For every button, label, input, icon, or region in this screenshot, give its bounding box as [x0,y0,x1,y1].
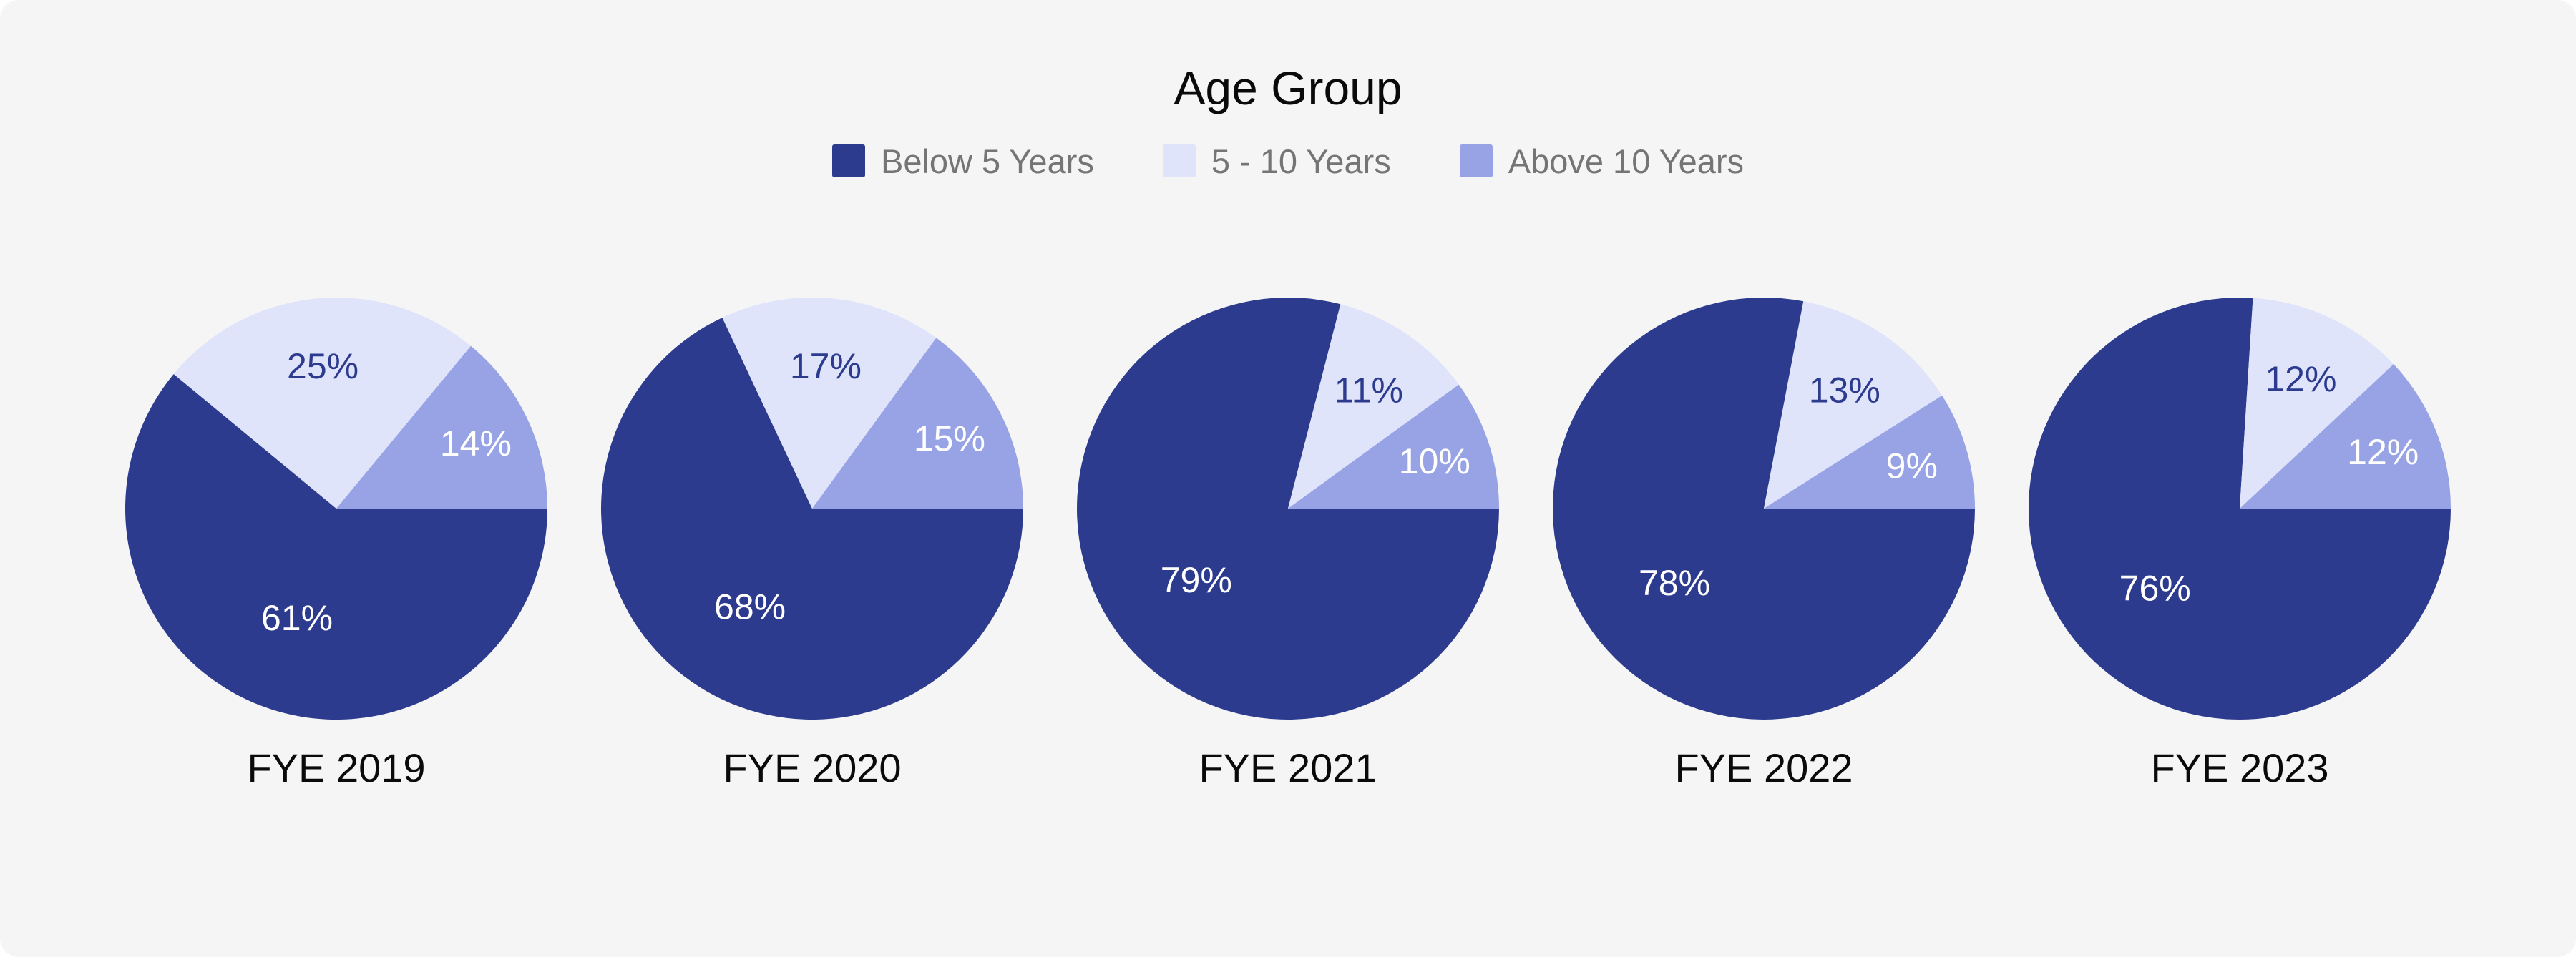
pie-svg-fye-2019: 61% 25% 14% [125,297,547,720]
pie-svg-fye-2022: 78% 13%9% [1553,297,1975,720]
slice-percentage-label: 25% [287,346,358,386]
pie-slice-5-10-years[interactable] [1764,301,1943,509]
pie-chart-fye-2022: 78% 13% 9% FYE 2022 [1549,294,1979,791]
pie-slice-below-5-years[interactable] [601,317,1023,720]
pie-caption-fye-2023: FYE 2023 [2150,745,2329,790]
slice-percentage-label: 15% [914,419,985,459]
pie-slice-above-10-years[interactable] [336,345,547,509]
pie-chart-fye-2023: 76% 12% 12% FYE 2023 [2025,294,2454,791]
slice-percentage-label: 61% [261,598,333,638]
slice-percentage-label: 14% [440,423,512,463]
pie-svg-fye-2021: 79% 11% 10% [1077,297,1499,720]
pie-slice-5-10-years[interactable] [1288,304,1459,509]
pie-slice-above-10-years[interactable] [2240,363,2451,509]
pie-caption-fye-2020: FYE 2020 [723,745,902,790]
slice-percentage-label: 13% [1809,370,1880,410]
legend-item-label: Above 10 Years [1508,142,1745,180]
legend-item-5-10-years[interactable]: 5 - 10 Years [1162,142,1391,181]
pie-slice-below-5-years[interactable] [2029,297,2451,720]
pie-slice-5-10-years[interactable] [2240,298,2394,509]
pie-slice-below-5-years[interactable] [125,373,547,720]
pie-chart-fye-2019: 61% 25% 14% FYE 2019 [122,294,551,791]
slice-percentage-label: 78% [1639,563,1710,603]
legend: Below 5 Years 5 - 10 Years Above 10 Years [0,142,2576,181]
pie-slice-5-10-years[interactable] [722,297,937,509]
pie-svg-fye-2023: 76% 12% 12% [2029,297,2451,720]
legend-item-above-10-years[interactable]: Above 10 Years [1459,142,1745,181]
slice-percentage-label: 11% [1335,370,1403,410]
pie-slice-5-10-years[interactable] [173,297,472,509]
pie-chart-fye-2021: 79% 11% 10% FYE 2021 [1073,294,1503,791]
pie-slice-below-5-years[interactable] [1077,297,1499,720]
legend-item-below-5-years[interactable]: Below 5 Years [831,142,1094,181]
legend-item-label: Below 5 Years [880,142,1094,180]
slice-percentage-label: 10% [1399,441,1470,481]
slice-percentage-label: 17% [790,346,862,386]
chart-title: Age Group [1174,62,1402,114]
pie-charts-row: 61% 25% 14% FYE 2019 68% 17% 15% FYE 2020 79% 11%… [0,294,2576,791]
pie-chart-fye-2020: 68% 17% 15% FYE 2020 [597,294,1027,791]
pie-slice-above-10-years[interactable] [1764,395,1975,509]
slice-percentage-label: 12% [2265,359,2336,399]
pie-svg-fye-2020: 68% 17% 15% [601,297,1023,720]
slice-percentage-label: 12% [2347,432,2419,472]
pie-slice-above-10-years[interactable] [812,338,1023,509]
legend-swatch-icon [831,144,865,178]
pie-caption-fye-2021: FYE 2021 [1199,745,1377,790]
pie-slice-above-10-years[interactable] [1288,384,1499,509]
legend-item-label: 5 - 10 Years [1211,142,1391,180]
legend-swatch-icon [1162,144,1196,178]
pie-caption-fye-2022: FYE 2022 [1674,745,1853,790]
pie-slice-below-5-years[interactable] [1553,297,1975,720]
pie-caption-fye-2019: FYE 2019 [247,745,426,790]
legend-swatch-icon [1459,144,1493,178]
slice-percentage-label: 9% [1886,446,1938,486]
slice-percentage-label: 76% [2119,568,2191,608]
slice-percentage-label: 79% [1161,560,1232,600]
slice-percentage-label: 68% [714,587,786,627]
